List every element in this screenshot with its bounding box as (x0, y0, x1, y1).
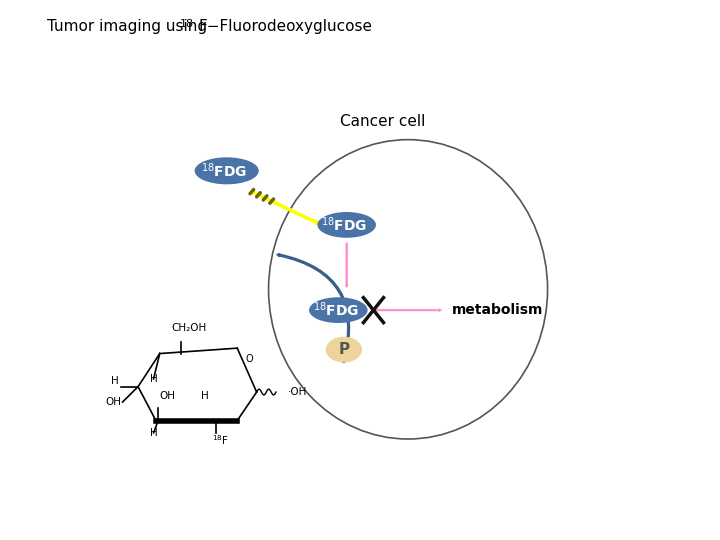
Text: $^{18}$FDG: $^{18}$FDG (313, 301, 359, 320)
Text: H: H (201, 391, 209, 401)
Text: H: H (111, 375, 119, 386)
Text: F−Fluorodeoxyglucose: F−Fluorodeoxyglucose (198, 19, 372, 34)
Text: CH₂OH: CH₂OH (171, 323, 207, 333)
Text: metabolism: metabolism (451, 303, 543, 317)
Ellipse shape (309, 297, 368, 323)
Text: H: H (150, 374, 158, 384)
Text: ·OH: ·OH (288, 387, 307, 397)
Text: OH: OH (105, 397, 121, 407)
Text: OH: OH (160, 391, 176, 401)
Text: Cancer cell: Cancer cell (341, 114, 426, 129)
Text: O: O (245, 354, 253, 364)
Text: Tumor imaging using: Tumor imaging using (47, 19, 212, 34)
Text: $^{18}$FDG: $^{18}$FDG (321, 215, 368, 234)
FancyArrowPatch shape (277, 254, 349, 362)
Ellipse shape (325, 337, 362, 362)
Text: $^{18}$F: $^{18}$F (212, 433, 229, 447)
FancyArrowPatch shape (373, 309, 441, 312)
Text: H: H (150, 428, 158, 438)
Text: 18: 18 (180, 19, 194, 29)
Text: $^{18}$FDG: $^{18}$FDG (202, 161, 248, 180)
Ellipse shape (318, 212, 376, 238)
Text: P: P (338, 342, 349, 357)
FancyArrowPatch shape (254, 192, 319, 224)
Ellipse shape (194, 157, 258, 184)
FancyArrowPatch shape (346, 243, 348, 287)
